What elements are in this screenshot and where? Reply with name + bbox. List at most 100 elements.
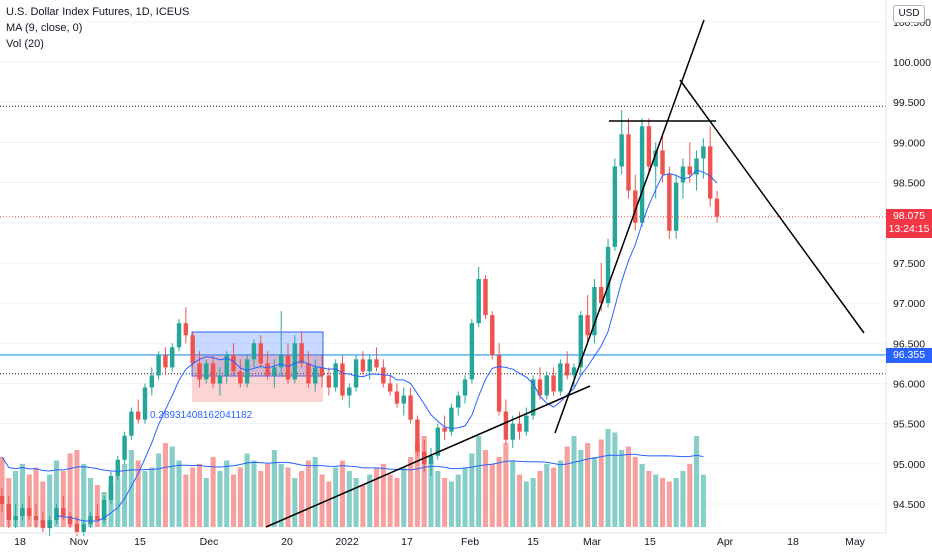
volume-bar <box>612 432 618 527</box>
volume-bar <box>646 471 652 527</box>
candle-body <box>612 166 618 247</box>
volume-bar <box>196 464 203 527</box>
volume-bar <box>142 471 148 527</box>
candle-body <box>415 419 420 452</box>
volume-bar <box>87 478 94 527</box>
candle-body <box>33 516 39 521</box>
volume-bar <box>108 485 114 527</box>
candle-body <box>101 499 107 521</box>
price-tick-label: 97.500 <box>893 258 925 270</box>
candle-body <box>122 435 127 460</box>
volume-bar <box>578 450 584 527</box>
volume-bar <box>482 450 489 527</box>
volume-bar <box>47 474 53 527</box>
candle-body <box>469 323 475 380</box>
chart-legend: U.S. Dollar Index Futures, 1D, ICEUS MA … <box>6 4 189 52</box>
volume-bar <box>469 453 475 527</box>
volume-bar <box>156 453 162 527</box>
volume-bar <box>81 464 87 527</box>
candle-body <box>714 198 720 217</box>
support-trendline[interactable] <box>265 385 591 528</box>
candle-body <box>142 387 148 420</box>
volume-bar <box>360 485 366 527</box>
volume-bar <box>326 481 332 527</box>
time-axis[interactable]: 18 Nov 15 Dec 20 2022 17 Feb 15 Mar 15 Apr 18 May <box>0 532 886 548</box>
symbol-title[interactable]: U.S. Dollar Index Futures, 1D, ICEUS <box>6 6 190 18</box>
ma-line <box>56 169 718 522</box>
trendline-drawings[interactable] <box>265 19 865 528</box>
time-tick-label: 18 <box>14 536 26 548</box>
candle-body <box>210 363 216 384</box>
volume-bar <box>312 457 318 527</box>
volume-bar <box>496 457 502 527</box>
volume-bar <box>373 467 380 527</box>
candle-body <box>490 315 495 356</box>
currency-button[interactable]: USD <box>893 5 925 23</box>
candle-body <box>667 174 672 231</box>
price-tick-label: 97.000 <box>893 298 925 310</box>
time-tick-label: 2022 <box>335 536 359 548</box>
candle-body <box>537 379 543 396</box>
price-tick-label: 100.000 <box>893 57 931 69</box>
candle-body <box>149 375 155 388</box>
candle-body <box>387 383 393 392</box>
rising-trendline[interactable] <box>554 19 705 434</box>
time-tick-label: 20 <box>281 536 293 548</box>
price-tick-label: 96.500 <box>893 338 925 350</box>
candle-body <box>129 411 134 436</box>
candle-body <box>326 375 332 388</box>
candle-body <box>374 359 379 368</box>
candle-body <box>340 363 345 396</box>
candle-body <box>694 158 699 175</box>
volume-bar <box>176 460 182 527</box>
candle-body <box>13 516 18 521</box>
volume-bar <box>680 471 686 527</box>
ma-indicator-label[interactable]: MA (9, close, 0) <box>6 22 83 34</box>
volume-bar <box>537 471 543 527</box>
volume-bar <box>666 481 672 527</box>
volume-bar <box>408 457 414 527</box>
price-axis[interactable]: 100.500100.00099.50099.00098.50098.00097… <box>885 0 931 533</box>
candle-body <box>224 355 229 376</box>
candle-body <box>462 379 468 396</box>
candle-body <box>88 516 93 525</box>
candle-body <box>265 363 270 376</box>
volume-indicator-label[interactable]: Vol (20) <box>6 38 44 50</box>
candle-body <box>313 367 318 384</box>
candle-body <box>530 379 536 416</box>
candle-body <box>578 315 584 368</box>
candle-body <box>496 355 502 412</box>
candle-body <box>605 246 611 304</box>
candle-body <box>333 363 338 388</box>
volume-bar <box>244 453 250 527</box>
candle-body <box>95 516 100 521</box>
candle-body <box>272 367 277 376</box>
candle-body <box>54 508 59 521</box>
candle-body <box>660 150 665 175</box>
candle-body <box>503 411 509 440</box>
candle-body <box>626 134 631 191</box>
time-tick-label: 15 <box>134 536 146 548</box>
volume-bar <box>128 450 134 527</box>
volume-bar <box>74 450 80 527</box>
volume-bar <box>258 471 264 527</box>
volume-bar <box>619 450 625 527</box>
falling-trendline[interactable] <box>679 79 865 334</box>
volume-bar <box>489 464 495 527</box>
volume-bar <box>530 478 536 527</box>
candle-body <box>428 455 434 464</box>
candle-body <box>517 423 522 432</box>
candle-body <box>40 520 46 529</box>
volume-bar <box>278 464 284 527</box>
volume-bar <box>135 460 141 527</box>
candle-body <box>183 323 189 336</box>
volume-bar <box>285 467 291 527</box>
candle-body <box>639 126 645 223</box>
candle-body <box>633 190 638 223</box>
volume-bar <box>510 460 516 527</box>
candle-body <box>701 146 706 159</box>
candle-body <box>408 395 413 420</box>
candle-body <box>367 359 372 372</box>
